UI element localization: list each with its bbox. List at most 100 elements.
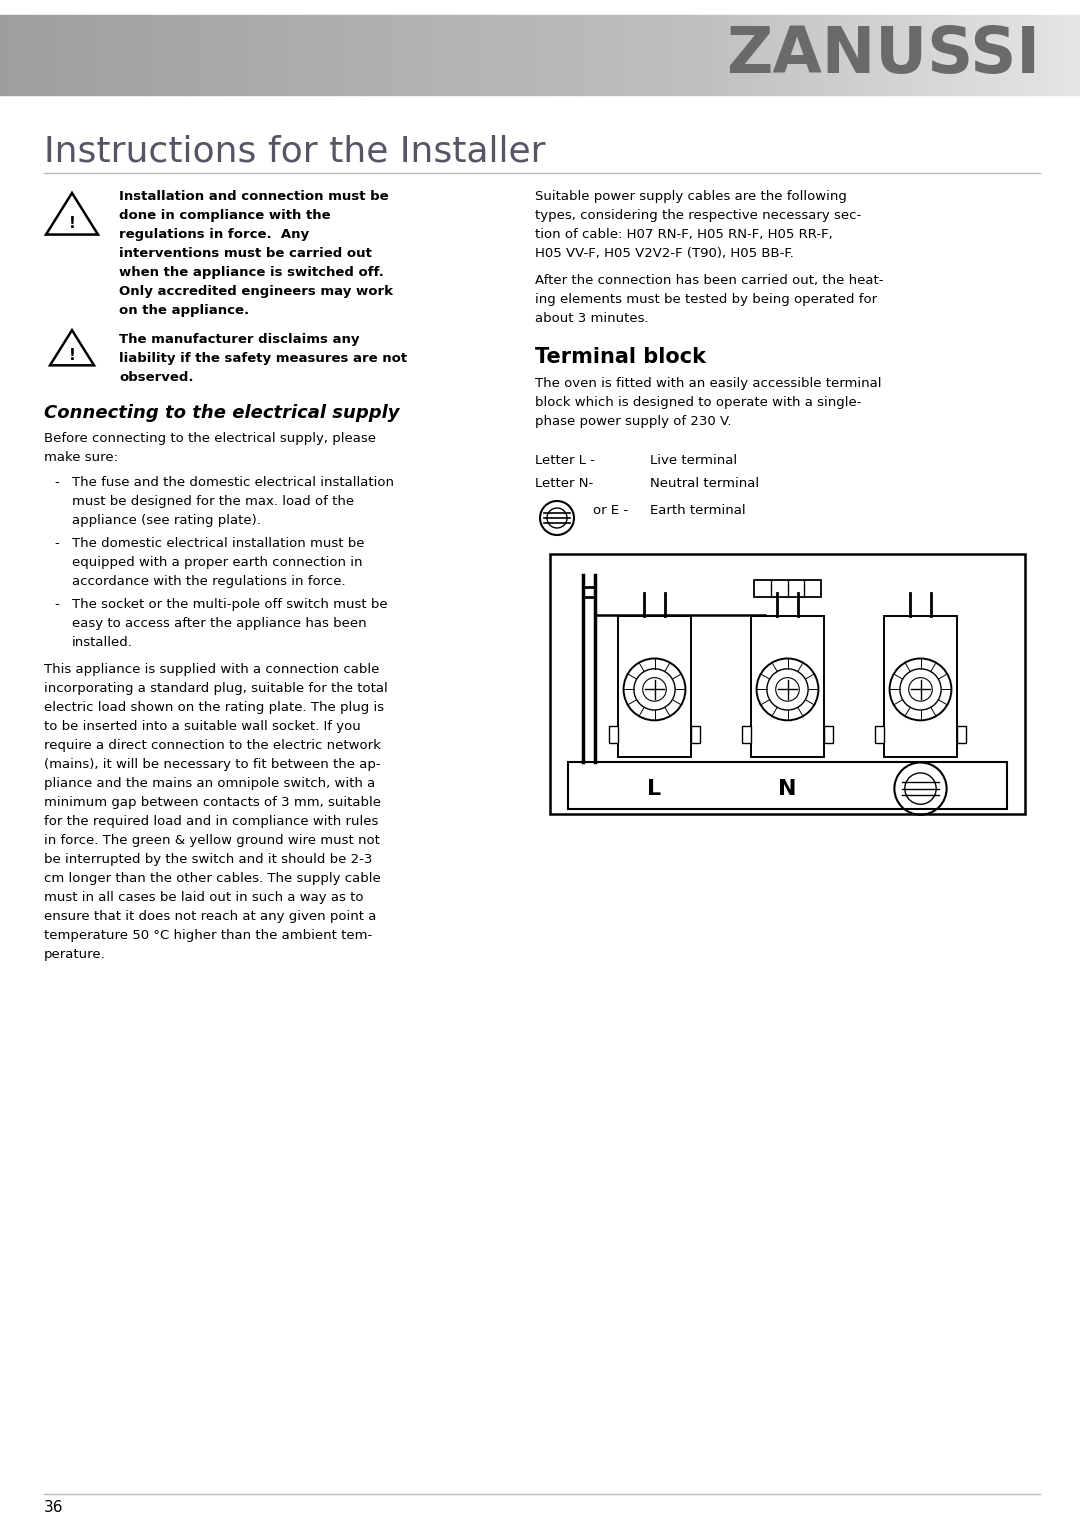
Bar bbox=[256, 15, 259, 95]
Bar bbox=[1077, 15, 1080, 95]
Bar bbox=[489, 15, 494, 95]
Bar bbox=[122, 15, 126, 95]
Bar bbox=[810, 15, 813, 95]
Bar bbox=[813, 15, 818, 95]
Bar bbox=[554, 15, 558, 95]
Bar bbox=[764, 15, 767, 95]
Bar bbox=[36, 15, 40, 95]
Bar bbox=[568, 763, 1007, 809]
Bar bbox=[144, 15, 148, 95]
Bar bbox=[90, 15, 94, 95]
Bar bbox=[3, 15, 8, 95]
Bar bbox=[1018, 15, 1023, 95]
Bar bbox=[245, 15, 248, 95]
Bar bbox=[591, 15, 594, 95]
Bar bbox=[346, 15, 349, 95]
Bar bbox=[191, 15, 194, 95]
Bar bbox=[943, 15, 947, 95]
Bar bbox=[421, 15, 424, 95]
Bar bbox=[316, 15, 321, 95]
Bar bbox=[688, 15, 691, 95]
Bar bbox=[900, 15, 904, 95]
Bar bbox=[742, 726, 751, 743]
Text: when the appliance is switched off.: when the appliance is switched off. bbox=[119, 267, 383, 279]
Bar bbox=[230, 15, 234, 95]
Bar bbox=[727, 15, 731, 95]
Text: 36: 36 bbox=[44, 1500, 64, 1515]
Bar bbox=[586, 15, 591, 95]
Bar bbox=[259, 15, 262, 95]
Bar bbox=[173, 15, 176, 95]
Text: H05 VV-F, H05 V2V2-F (T90), H05 BB-F.: H05 VV-F, H05 V2V2-F (T90), H05 BB-F. bbox=[535, 247, 794, 260]
Bar bbox=[626, 15, 630, 95]
Bar bbox=[424, 15, 429, 95]
Text: L: L bbox=[647, 778, 662, 798]
Bar bbox=[213, 15, 216, 95]
Bar bbox=[947, 15, 950, 95]
Bar bbox=[846, 15, 850, 95]
Text: pliance and the mains an omnipole switch, with a: pliance and the mains an omnipole switch… bbox=[44, 777, 375, 791]
Bar bbox=[522, 15, 526, 95]
Bar bbox=[751, 616, 824, 757]
Bar bbox=[926, 15, 929, 95]
Text: minimum gap between contacts of 3 mm, suitable: minimum gap between contacts of 3 mm, su… bbox=[44, 797, 381, 809]
Bar bbox=[684, 15, 688, 95]
Bar bbox=[572, 15, 576, 95]
Bar bbox=[518, 15, 522, 95]
Bar bbox=[720, 15, 724, 95]
Bar bbox=[126, 15, 130, 95]
Bar bbox=[616, 15, 619, 95]
Bar bbox=[597, 15, 602, 95]
Bar bbox=[284, 15, 288, 95]
Bar bbox=[543, 15, 548, 95]
Bar bbox=[464, 15, 468, 95]
Bar bbox=[1055, 15, 1058, 95]
Bar bbox=[875, 15, 878, 95]
Text: The domestic electrical installation must be: The domestic electrical installation mus… bbox=[72, 538, 365, 550]
Bar bbox=[208, 15, 213, 95]
Bar bbox=[850, 15, 853, 95]
Text: block which is designed to operate with a single-: block which is designed to operate with … bbox=[535, 395, 862, 409]
Bar bbox=[219, 15, 224, 95]
Bar bbox=[778, 15, 781, 95]
Bar bbox=[609, 726, 618, 743]
Bar bbox=[497, 15, 500, 95]
Text: require a direct connection to the electric network: require a direct connection to the elect… bbox=[44, 738, 381, 752]
Bar bbox=[551, 15, 554, 95]
Bar bbox=[198, 15, 202, 95]
Bar bbox=[154, 15, 159, 95]
Text: Letter N-: Letter N- bbox=[535, 476, 593, 490]
Bar bbox=[18, 15, 22, 95]
Bar bbox=[216, 15, 219, 95]
Bar bbox=[792, 15, 796, 95]
Text: equipped with a proper earth connection in: equipped with a proper earth connection … bbox=[72, 556, 363, 568]
Text: be interrupted by the switch and it should be 2-3: be interrupted by the switch and it shou… bbox=[44, 853, 373, 866]
Bar bbox=[997, 15, 1001, 95]
Bar bbox=[889, 15, 893, 95]
Bar bbox=[904, 15, 907, 95]
Bar bbox=[602, 15, 605, 95]
Bar bbox=[835, 15, 839, 95]
Bar bbox=[957, 726, 967, 743]
Bar bbox=[634, 15, 637, 95]
Bar bbox=[227, 15, 230, 95]
Bar bbox=[165, 15, 170, 95]
Text: ZANUSSI: ZANUSSI bbox=[726, 25, 1040, 86]
Bar bbox=[818, 15, 821, 95]
Bar bbox=[159, 15, 162, 95]
Bar bbox=[1044, 15, 1048, 95]
Bar bbox=[648, 15, 651, 95]
Bar bbox=[565, 15, 569, 95]
Bar bbox=[224, 15, 227, 95]
Bar bbox=[969, 15, 972, 95]
Bar bbox=[137, 15, 140, 95]
Bar bbox=[694, 15, 699, 95]
Bar bbox=[475, 15, 478, 95]
Text: Suitable power supply cables are the following: Suitable power supply cables are the fol… bbox=[535, 190, 847, 204]
Bar bbox=[994, 15, 997, 95]
Bar bbox=[788, 15, 792, 95]
Bar bbox=[370, 15, 375, 95]
Bar bbox=[349, 15, 353, 95]
Bar bbox=[594, 15, 597, 95]
Bar bbox=[785, 15, 788, 95]
